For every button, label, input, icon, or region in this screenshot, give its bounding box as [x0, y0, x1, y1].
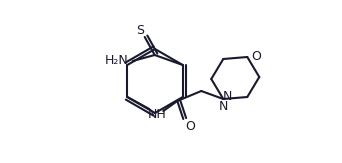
Text: H₂N: H₂N [105, 54, 129, 67]
Text: N: N [219, 101, 228, 113]
Text: NH: NH [148, 109, 167, 121]
Text: N: N [223, 90, 232, 104]
Text: S: S [136, 24, 144, 37]
Text: O: O [251, 51, 261, 64]
Text: O: O [185, 119, 195, 133]
